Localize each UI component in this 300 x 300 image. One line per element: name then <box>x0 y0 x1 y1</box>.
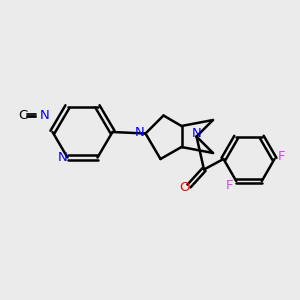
Text: F: F <box>226 179 233 192</box>
Text: C: C <box>18 109 27 122</box>
Text: N: N <box>40 109 50 122</box>
Text: N: N <box>192 127 201 140</box>
Text: N: N <box>58 151 68 164</box>
Text: O: O <box>179 181 190 194</box>
Text: F: F <box>278 149 285 163</box>
Text: N: N <box>135 125 145 139</box>
